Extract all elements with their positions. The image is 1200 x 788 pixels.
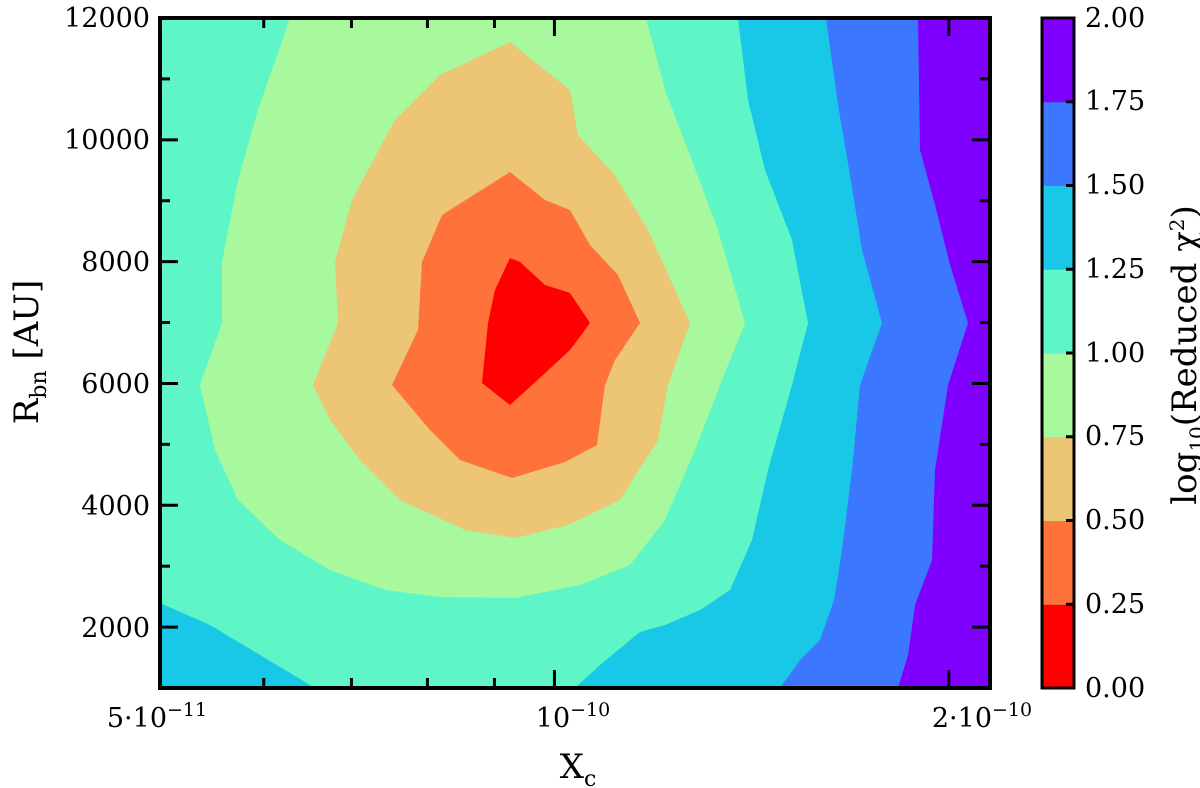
- y-axis-label: Rbn [AU]: [7, 280, 52, 424]
- colorbar-tick-label: 0.25: [1085, 589, 1145, 620]
- colorbar-segment: [1042, 269, 1074, 354]
- colorbar-tick-label: 1.00: [1085, 338, 1145, 369]
- colorbar-segment: [1042, 18, 1074, 103]
- colorbar-label: log10(Reduced χ2): [1165, 205, 1200, 505]
- colorbar-tick-label: 1.50: [1085, 170, 1145, 201]
- x-tick-labels: 5·10−11 10−10 2·10−10: [107, 699, 1032, 734]
- colorbar-segment: [1042, 436, 1074, 521]
- colorbar-tick-label: 2.00: [1085, 3, 1145, 34]
- y-tick-label: 10000: [64, 125, 150, 156]
- contour-band-0.00-0.25: [482, 258, 590, 405]
- colorbar-tick-label: 1.25: [1085, 254, 1145, 285]
- x-tick-label: 5·10−11: [107, 699, 207, 734]
- tick-marks: [158, 16, 990, 690]
- y-tick-label: 12000: [64, 3, 150, 34]
- colorbar-tick-label: 0.00: [1085, 673, 1145, 704]
- y-tick-label: 2000: [81, 613, 150, 644]
- colorbar-segment: [1042, 185, 1074, 270]
- plot-frame: [158, 16, 992, 690]
- colorbar-segment: [1042, 353, 1074, 438]
- y-tick-label: 6000: [81, 369, 150, 400]
- colorbar-tick-label: 1.75: [1085, 86, 1145, 117]
- x-axis-label: Xc: [560, 747, 597, 788]
- contour-fills: [160, 18, 990, 688]
- y-tick-label: 4000: [81, 491, 150, 522]
- colorbar-tick-label: 0.75: [1085, 421, 1145, 452]
- colorbar-segment: [1042, 604, 1074, 689]
- colorbar-segment: [1042, 101, 1074, 186]
- colorbar-tick-labels: 0.00 0.25 0.50 0.75 1.00 1.25 1.50 1.75 …: [1085, 3, 1145, 704]
- colorbar: [1042, 18, 1074, 689]
- x-tick-label: 10−10: [536, 699, 610, 734]
- colorbar-segment: [1042, 520, 1074, 605]
- y-tick-labels: 2000 4000 6000 8000 10000 12000: [64, 3, 150, 644]
- colorbar-ticks: [1066, 16, 1074, 690]
- y-tick-label: 8000: [81, 247, 150, 278]
- colorbar-tick-label: 0.50: [1085, 505, 1145, 536]
- x-tick-label: 2·10−10: [932, 699, 1032, 734]
